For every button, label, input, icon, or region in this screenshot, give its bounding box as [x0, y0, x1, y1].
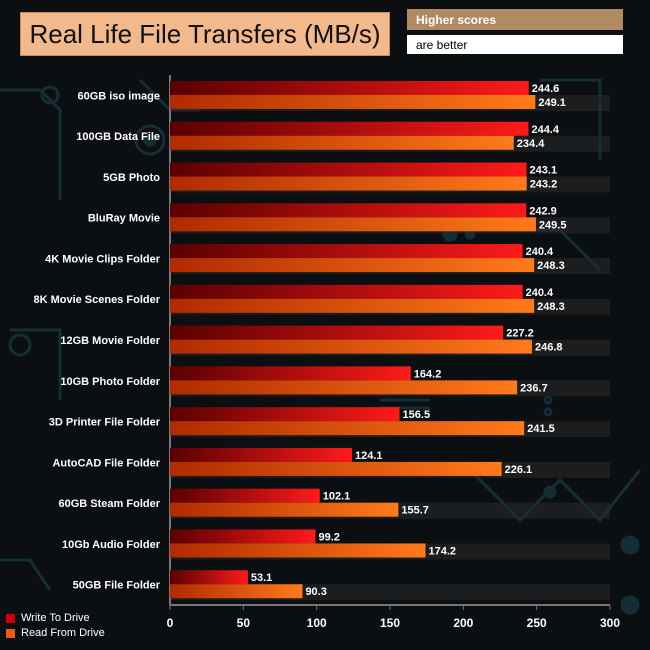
- bar-write: [170, 529, 316, 544]
- value-label-write: 243.1: [530, 165, 558, 177]
- category-label: 10Gb Audio Folder: [62, 539, 161, 551]
- legend-label-read: Read From Drive: [21, 627, 105, 639]
- legend-item-read: Read From Drive: [6, 627, 105, 639]
- value-label-write: 156.5: [403, 409, 431, 421]
- bar-read: [170, 135, 514, 150]
- category-label: 3D Printer File Folder: [49, 417, 161, 429]
- category-label: 5GB Photo: [103, 172, 160, 184]
- bar-write: [170, 366, 411, 381]
- x-tick-label: 100: [307, 616, 327, 630]
- value-label-read: 246.8: [535, 342, 563, 354]
- value-label-write: 244.4: [531, 124, 559, 136]
- value-label-write: 240.4: [526, 287, 554, 299]
- x-tick-label: 200: [453, 616, 473, 630]
- note-are-better: are better: [407, 35, 623, 54]
- value-label-write: 164.2: [414, 368, 442, 380]
- value-label-read: 226.1: [505, 464, 533, 476]
- bar-read: [170, 258, 535, 273]
- x-tick-label: 150: [380, 616, 400, 630]
- x-tick-label: 0: [167, 616, 174, 630]
- legend-swatch-read: [6, 628, 15, 638]
- value-label-write: 240.4: [526, 246, 554, 258]
- category-label: AutoCAD File Folder: [52, 457, 160, 469]
- category-label: 50GB File Folder: [73, 580, 161, 592]
- bar-write: [170, 244, 523, 259]
- x-tick-label: 250: [527, 616, 547, 630]
- bar-write: [170, 81, 529, 95]
- value-label-write: 53.1: [251, 572, 272, 584]
- bar-write: [170, 162, 527, 177]
- bar-write: [170, 284, 523, 299]
- value-label-write: 102.1: [323, 491, 351, 503]
- bar-write: [170, 203, 527, 218]
- category-label: 4K Movie Clips Folder: [45, 253, 161, 265]
- value-label-read: 249.5: [539, 219, 567, 231]
- bar-write: [170, 325, 504, 340]
- value-label-read: 174.2: [428, 545, 456, 557]
- x-tick-label: 300: [600, 616, 620, 630]
- category-label: 12GB Movie Folder: [60, 335, 160, 347]
- value-label-read: 155.7: [401, 505, 429, 517]
- bar-read: [170, 543, 426, 558]
- bar-read: [170, 380, 518, 395]
- category-label: 10GB Photo Folder: [60, 376, 160, 388]
- bar-read: [170, 95, 536, 109]
- bar-read: [170, 461, 502, 476]
- category-label: 8K Movie Scenes Folder: [33, 294, 160, 306]
- category-label: 100GB Data File: [76, 131, 160, 143]
- x-tick-label: 50: [237, 616, 251, 630]
- bar-read: [170, 421, 525, 436]
- value-label-read: 243.2: [530, 179, 558, 191]
- value-label-read: 248.3: [537, 260, 565, 272]
- bar-write: [170, 488, 320, 503]
- bar-read: [170, 217, 536, 232]
- bar-read: [170, 298, 535, 313]
- legend-swatch-write: [6, 613, 15, 623]
- value-label-write: 227.2: [506, 328, 534, 340]
- value-label-read: 241.5: [527, 423, 555, 435]
- legend-item-write: Write To Drive: [6, 612, 90, 624]
- value-label-write: 124.1: [355, 450, 383, 462]
- bar-read: [170, 502, 399, 517]
- category-label: 60GB iso image: [77, 90, 160, 102]
- legend-label-write: Write To Drive: [21, 612, 90, 624]
- note-higher-scores: Higher scores: [407, 9, 623, 30]
- chart-title: Real Life File Transfers (MB/s): [20, 12, 390, 56]
- bar-write: [170, 447, 353, 462]
- bar-write: [170, 121, 529, 136]
- category-label: BluRay Movie: [88, 213, 160, 225]
- bar-read: [170, 339, 532, 354]
- bar-read: [170, 176, 527, 191]
- value-label-write: 242.9: [529, 205, 557, 217]
- bar-write: [170, 570, 248, 585]
- value-label-read: 234.4: [517, 138, 545, 150]
- value-label-write: 244.6: [532, 83, 560, 95]
- value-label-read: 236.7: [520, 382, 548, 394]
- bar-read: [170, 584, 303, 599]
- category-label: 60GB Steam Folder: [59, 498, 161, 510]
- value-label-write: 99.2: [318, 531, 339, 543]
- value-label-read: 249.1: [538, 97, 566, 109]
- bar-write: [170, 407, 400, 422]
- value-label-read: 90.3: [305, 586, 326, 598]
- value-label-read: 248.3: [537, 301, 565, 313]
